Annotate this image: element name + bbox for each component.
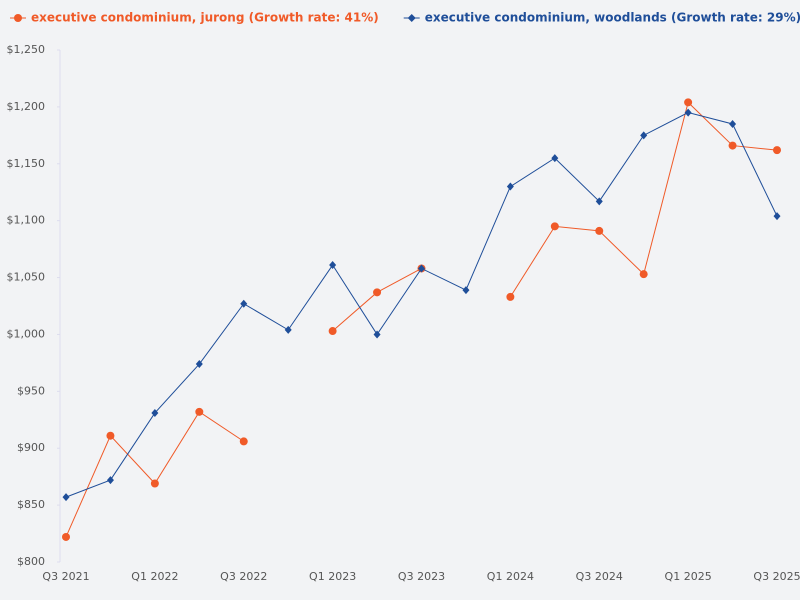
point <box>550 222 559 231</box>
point <box>195 360 203 369</box>
point <box>684 108 692 117</box>
point <box>195 407 204 416</box>
point <box>240 299 248 308</box>
point <box>328 327 337 336</box>
point <box>773 146 781 155</box>
point <box>595 226 604 235</box>
x-tick-label: Q3 2022 <box>220 570 267 583</box>
y-tick-label: $800 <box>17 555 45 568</box>
y-tick-label: $950 <box>17 384 45 397</box>
y-tick-label: $1,150 <box>7 157 46 170</box>
point <box>551 154 559 163</box>
y-tick-label: $1,200 <box>7 100 46 113</box>
legend-marker <box>407 14 416 22</box>
x-tick-label: Q1 2025 <box>665 570 712 583</box>
point <box>639 270 648 279</box>
point <box>284 325 292 334</box>
y-tick-label: $1,100 <box>7 214 46 227</box>
point <box>773 212 781 221</box>
y-tick-label: $850 <box>17 498 45 511</box>
point <box>239 437 248 446</box>
point <box>62 493 70 502</box>
point <box>373 330 381 339</box>
x-tick-label: Q3 2024 <box>576 570 623 583</box>
y-tick-label: $1,000 <box>7 327 46 340</box>
legend-label: executive condominium, jurong (Growth ra… <box>31 11 379 25</box>
point <box>506 292 515 301</box>
x-tick-label: Q1 2023 <box>309 570 356 583</box>
y-tick-label: $1,250 <box>7 43 46 56</box>
x-tick-label: Q3 2025 <box>753 570 800 583</box>
line <box>332 268 422 332</box>
legend-marker <box>14 14 22 22</box>
point <box>62 532 70 541</box>
point <box>462 286 470 295</box>
x-tick-label: Q1 2022 <box>131 570 178 583</box>
point <box>106 431 115 440</box>
x-tick-label: Q3 2023 <box>398 570 445 583</box>
point <box>640 131 648 140</box>
legend-label: executive condominium, woodlands (Growth… <box>425 11 800 25</box>
x-tick-label: Q1 2024 <box>487 570 534 583</box>
point <box>728 141 737 150</box>
point <box>729 119 737 128</box>
point <box>106 476 114 485</box>
y-tick-label: $900 <box>17 441 45 454</box>
x-tick-label: Q3 2021 <box>42 570 89 583</box>
point <box>684 98 693 107</box>
point <box>595 197 603 206</box>
point <box>373 288 382 297</box>
y-tick-label: $1,050 <box>7 271 46 284</box>
point <box>150 479 159 488</box>
line <box>65 411 245 538</box>
point <box>506 182 514 191</box>
point <box>418 264 425 273</box>
point <box>329 261 337 270</box>
point <box>151 408 159 417</box>
